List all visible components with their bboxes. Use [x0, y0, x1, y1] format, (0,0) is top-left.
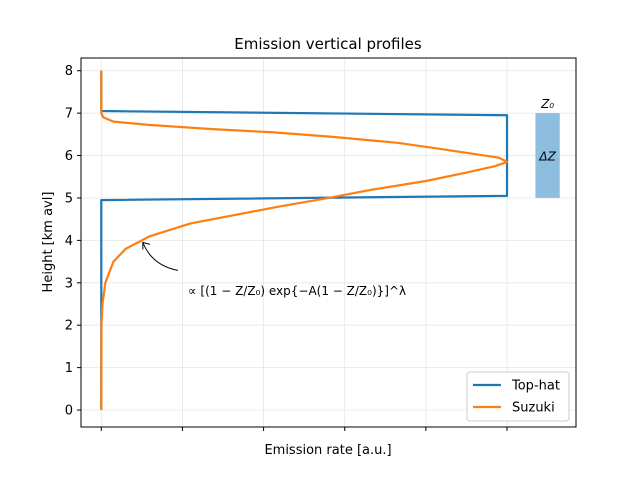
y-tick-label: 7 — [65, 107, 73, 122]
x-axis-label: Emission rate [a.u.] — [264, 443, 391, 458]
layer-top-label: Z₀ — [540, 97, 554, 111]
y-tick-label: 0 — [65, 404, 73, 419]
plot-frame — [80, 57, 577, 428]
y-axis-label: Height [km avl] — [41, 192, 56, 293]
y-tick-label: 3 — [65, 276, 73, 291]
y-tick-label: 2 — [65, 319, 73, 334]
tick-marks — [77, 70, 508, 431]
annotation-arrow — [142, 242, 178, 271]
layer-depth-bar — [535, 113, 560, 198]
y-tick-label: 1 — [65, 361, 73, 376]
annotation-arrowhead — [142, 241, 150, 250]
suzuki-formula: ∝ [(1 − Z/Z₀) exp{−A(1 − Z/Z₀)}]^λ — [188, 284, 406, 298]
annotation: Z₀ ΔZ ∝ [(1 − Z/Z₀) exp{−A(1 − Z/Z₀)}]^λ — [142, 97, 560, 298]
series-line-suzuki — [100, 70, 509, 411]
series-lines — [100, 70, 509, 411]
chart-title: Emission vertical profiles — [234, 35, 422, 53]
layer-depth-label: ΔZ — [538, 150, 556, 164]
y-tick-label: 5 — [65, 191, 73, 206]
y-tick-label: 6 — [65, 149, 73, 164]
y-tick-label: 4 — [65, 234, 73, 249]
y-tick-label: 8 — [65, 64, 73, 79]
legend: Top-hat Suzuki — [466, 371, 570, 422]
legend-label: Top-hat — [511, 379, 560, 394]
y-tick-labels: 0 1 2 3 4 5 6 7 8 — [65, 64, 73, 418]
legend-label: Suzuki — [512, 401, 555, 416]
